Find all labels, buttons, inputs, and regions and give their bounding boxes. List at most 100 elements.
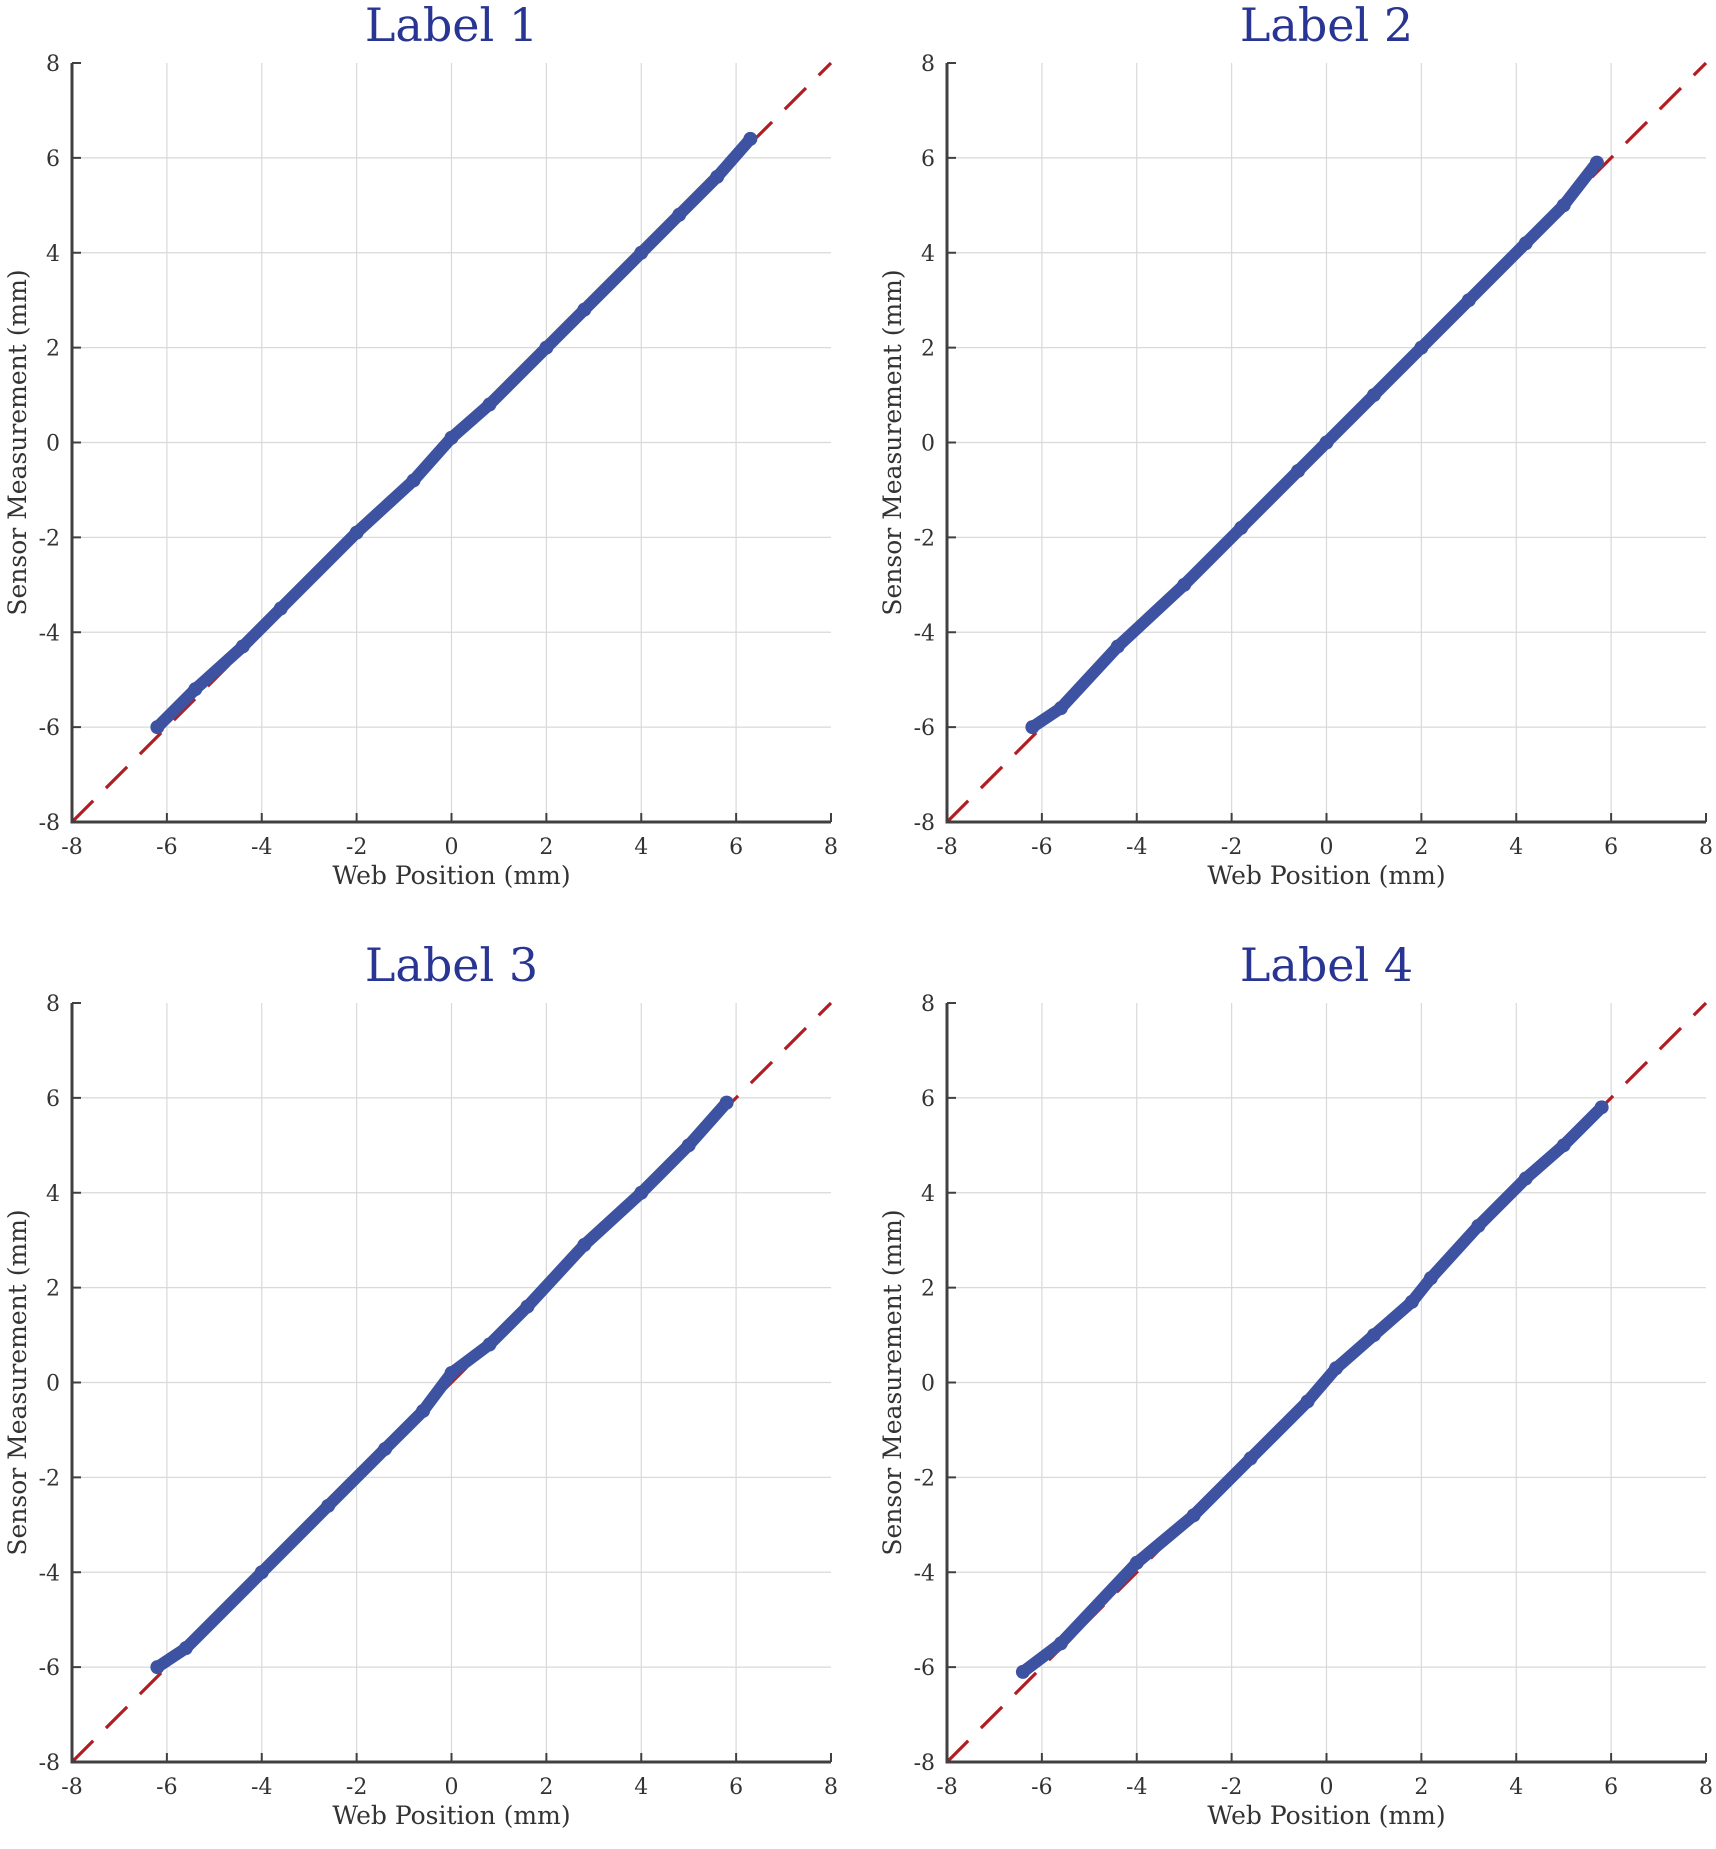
- y-tick-label: 0: [46, 1372, 60, 1397]
- data-point: [416, 1403, 431, 1418]
- data-point: [150, 1660, 165, 1675]
- data-point: [444, 1366, 459, 1381]
- y-tick-label: 4: [921, 242, 935, 267]
- x-tick-label: 0: [1320, 835, 1334, 860]
- y-tick-label: -2: [914, 526, 935, 551]
- y-tick-label: 4: [921, 1182, 935, 1207]
- y-tick-label: -6: [914, 716, 935, 741]
- data-point: [1328, 1361, 1343, 1376]
- data-point: [1186, 1508, 1201, 1523]
- chart-title: Label 3: [365, 938, 538, 992]
- y-axis-label: Sensor Measurement (mm): [3, 269, 32, 615]
- x-tick-label: 8: [824, 1775, 838, 1800]
- y-tick-label: -4: [914, 621, 935, 646]
- x-tick-label: -8: [61, 835, 82, 860]
- data-point: [634, 1185, 649, 1200]
- y-tick-label: -6: [39, 716, 60, 741]
- x-tick-label: -8: [61, 1775, 82, 1800]
- data-point: [150, 720, 165, 735]
- data-point: [719, 1095, 734, 1110]
- y-tick-label: -8: [39, 1751, 60, 1776]
- y-tick-label: 0: [46, 432, 60, 457]
- data-point: [1366, 1328, 1381, 1343]
- y-tick-label: -6: [39, 1656, 60, 1681]
- x-axis-label: Web Position (mm): [1207, 1801, 1445, 1830]
- data-point: [1234, 520, 1249, 535]
- x-tick-label: 4: [634, 1775, 648, 1800]
- x-tick-label: -6: [1031, 1775, 1052, 1800]
- x-axis-label: Web Position (mm): [332, 861, 570, 890]
- x-tick-label: 2: [539, 835, 553, 860]
- chart-title: Label 2: [1240, 0, 1413, 52]
- data-point: [1129, 1555, 1144, 1570]
- y-tick-label: -6: [914, 1656, 935, 1681]
- x-tick-label: 6: [1604, 835, 1618, 860]
- data-point: [349, 525, 364, 540]
- x-tick-label: 4: [1509, 1775, 1523, 1800]
- y-tick-label: -4: [39, 1561, 60, 1586]
- x-tick-label: -8: [936, 835, 957, 860]
- data-point: [1319, 435, 1334, 450]
- x-tick-label: -2: [1221, 835, 1242, 860]
- y-tick-label: 0: [921, 1372, 935, 1397]
- y-tick-label: 4: [46, 1182, 60, 1207]
- x-tick-label: -6: [156, 835, 177, 860]
- data-point: [1110, 639, 1125, 654]
- data-point: [577, 1237, 592, 1252]
- x-tick-label: 2: [1414, 835, 1428, 860]
- data-point: [235, 639, 250, 654]
- subplot-1: -8 -6 -4 -2 0 2 4 6 8 -8 -6 -4 -2 0 2 4 6 8 Label 1 Web Pos…: [3, 0, 838, 890]
- y-tick-label: 8: [921, 992, 935, 1017]
- data-point: [1589, 155, 1604, 170]
- x-tick-label: -2: [1221, 1775, 1242, 1800]
- x-tick-label: -8: [936, 1775, 957, 1800]
- data-point: [520, 1299, 535, 1314]
- subplot-3: -8 -6 -4 -2 0 2 4 6 8 -8 -6 -4 -2 0 2 4 6 8 Label 3 Web Pos…: [3, 938, 838, 1830]
- y-tick-label: 0: [921, 432, 935, 457]
- x-tick-label: -2: [346, 835, 367, 860]
- y-tick-label: 8: [46, 992, 60, 1017]
- data-point: [482, 1337, 497, 1352]
- data-point: [1404, 1294, 1419, 1309]
- x-tick-label: 0: [445, 1775, 459, 1800]
- y-tick-label: 6: [921, 1087, 935, 1112]
- y-tick-label: 2: [46, 337, 60, 362]
- y-tick-label: -2: [39, 1466, 60, 1491]
- data-point: [1015, 1664, 1030, 1679]
- y-tick-label: -8: [39, 811, 60, 836]
- data-point: [1556, 198, 1571, 213]
- data-point: [321, 1498, 336, 1513]
- data-point: [1518, 236, 1533, 251]
- x-tick-label: -6: [156, 1775, 177, 1800]
- y-tick-label: 2: [46, 1277, 60, 1302]
- data-point: [1300, 1394, 1315, 1409]
- x-tick-label: -4: [251, 835, 272, 860]
- data-point: [1243, 1451, 1258, 1466]
- data-point: [1366, 388, 1381, 403]
- data-point: [482, 397, 497, 412]
- data-point: [378, 1441, 393, 1456]
- x-tick-label: 8: [1699, 1775, 1713, 1800]
- x-tick-label: -4: [251, 1775, 272, 1800]
- chart-title: Label 1: [365, 0, 538, 52]
- x-tick-label: -4: [1126, 1775, 1147, 1800]
- data-point: [1291, 463, 1306, 478]
- data-point: [1177, 577, 1192, 592]
- data-point: [1423, 1271, 1438, 1286]
- data-point: [178, 1641, 193, 1656]
- x-tick-label: 0: [445, 835, 459, 860]
- x-tick-label: -6: [1031, 835, 1052, 860]
- x-tick-label: 6: [729, 835, 743, 860]
- x-tick-label: -2: [346, 1775, 367, 1800]
- x-tick-label: 2: [1414, 1775, 1428, 1800]
- y-axis-label: Sensor Measurement (mm): [878, 1209, 907, 1555]
- y-tick-label: -4: [914, 1561, 935, 1586]
- data-point: [1053, 1636, 1068, 1651]
- data-point: [273, 601, 288, 616]
- x-tick-label: -4: [1126, 835, 1147, 860]
- data-point: [1471, 1218, 1486, 1233]
- y-tick-label: 2: [921, 337, 935, 362]
- y-tick-label: 4: [46, 242, 60, 267]
- data-point: [1053, 701, 1068, 716]
